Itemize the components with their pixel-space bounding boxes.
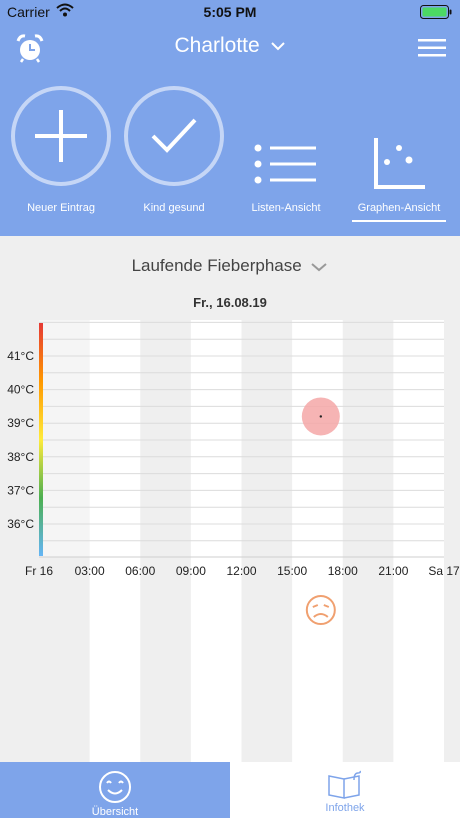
battery-icon <box>420 5 452 19</box>
check-icon <box>151 118 197 153</box>
tab-bar: Übersicht Infothek <box>0 762 460 818</box>
x-tick-label: 09:00 <box>176 564 206 578</box>
new-entry-circle <box>11 86 111 186</box>
time-band <box>39 320 90 557</box>
list-icon <box>254 144 316 184</box>
phase-label: Laufende Fieberphase <box>131 256 302 275</box>
child-healthy-label: Kind gesund <box>143 202 205 214</box>
tab-overview-label: Übersicht <box>91 806 139 818</box>
wifi-icon <box>56 3 74 17</box>
tab-overview[interactable]: Übersicht <box>0 762 230 818</box>
smiley-icon <box>99 771 131 803</box>
tab-infothek[interactable]: Infothek <box>230 762 460 818</box>
y-tick-label: 36°C <box>7 517 34 531</box>
y-tick-label: 38°C <box>7 450 34 464</box>
x-tick-label: 12:00 <box>226 564 256 578</box>
book-icon <box>328 770 361 799</box>
plus-icon <box>35 110 87 162</box>
child-selector[interactable]: Charlotte <box>0 34 460 58</box>
y-tick-label: 39°C <box>7 416 34 430</box>
graph-view-label: Graphen-Ansicht <box>357 202 441 214</box>
x-tick-label: 18:00 <box>328 564 358 578</box>
sad-face-eyes <box>312 604 330 608</box>
child-healthy-circle <box>124 86 224 186</box>
chevron-down-icon <box>270 42 285 51</box>
nav-bar: Charlotte <box>0 24 460 72</box>
action-bar: Neuer Eintrag Kind gesund Listen-Ansicht… <box>0 72 460 236</box>
carrier-label: Carrier <box>7 4 50 20</box>
x-tick-label: 15:00 <box>277 564 307 578</box>
chevron-down-icon <box>311 262 328 271</box>
child-healthy-button[interactable]: Kind gesund <box>124 72 224 214</box>
sad-face-mouth <box>313 613 329 618</box>
x-tick-label: 03:00 <box>75 564 105 578</box>
x-tick-label: Sa 17 <box>428 564 460 578</box>
y-tick-label: 40°C <box>7 383 34 397</box>
alarm-clock-icon[interactable] <box>14 32 46 64</box>
page-title: Charlotte <box>174 34 260 57</box>
list-view-label: Listen-Ansicht <box>251 202 321 214</box>
sad-face-icon[interactable] <box>305 595 336 625</box>
status-bar: Carrier 5:05 PM <box>0 0 460 24</box>
sad-face-outline <box>305 595 336 625</box>
tab-infothek-label: Infothek <box>325 802 365 814</box>
temperature-point-center <box>319 415 323 418</box>
chart-date: Fr., 16.08.19 <box>193 295 267 310</box>
phase-selector[interactable]: Laufende Fieberphase <box>0 256 460 276</box>
temperature-chart[interactable]: 41°C 40°C 39°C 38°C 37°C 36°C Fr 16 03:00 06:00… <box>0 320 460 762</box>
y-tick-label: 41°C <box>7 349 34 363</box>
menu-icon[interactable] <box>418 38 446 58</box>
status-time: 5:05 PM <box>203 4 257 20</box>
y-tick-label: 37°C <box>7 483 34 497</box>
x-tick-label: Fr 16 <box>25 564 53 578</box>
new-entry-button[interactable]: Neuer Eintrag <box>11 72 111 214</box>
x-tick-label: 21:00 <box>378 564 408 578</box>
temperature-scale-bar <box>39 323 43 556</box>
scatter-icon <box>374 138 425 189</box>
new-entry-label: Neuer Eintrag <box>27 202 95 214</box>
active-view-indicator <box>352 220 446 222</box>
x-tick-label: 06:00 <box>125 564 155 578</box>
